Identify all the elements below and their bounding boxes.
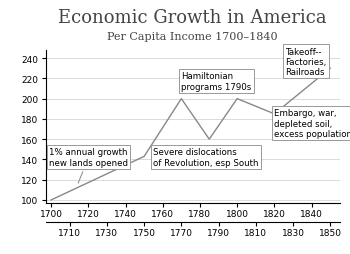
Text: 1% annual growth
new lands opened: 1% annual growth new lands opened <box>49 148 128 183</box>
Text: Severe dislocations
of Revolution, esp South: Severe dislocations of Revolution, esp S… <box>153 148 259 167</box>
Text: Hamiltonian
programs 1790s: Hamiltonian programs 1790s <box>181 72 252 91</box>
Text: Embargo, war,
depleted soil,
excess population: Embargo, war, depleted soil, excess popu… <box>274 109 350 139</box>
Text: Per Capita Income 1700–1840: Per Capita Income 1700–1840 <box>107 32 278 42</box>
Text: Takeoff--
Factories,
Railroads: Takeoff-- Factories, Railroads <box>286 47 327 77</box>
Text: Economic Growth in America: Economic Growth in America <box>58 9 327 27</box>
